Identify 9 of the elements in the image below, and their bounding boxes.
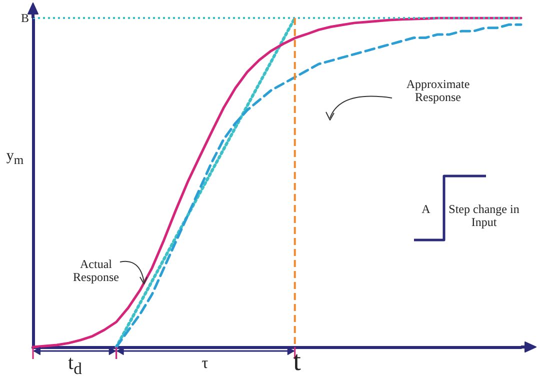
annotation: Approximate Response bbox=[405, 77, 471, 104]
y-axis-title: y$_{m}$ bbox=[5, 148, 25, 168]
annotation: Actual Response bbox=[72, 257, 120, 284]
annotation: A bbox=[420, 202, 432, 216]
annotation: t bbox=[292, 346, 302, 378]
text: t$_{d}$ bbox=[67, 352, 83, 378]
annotation: Step change in Input bbox=[448, 202, 520, 230]
text: τ bbox=[200, 355, 210, 373]
ref-line-label: B bbox=[20, 11, 29, 25]
